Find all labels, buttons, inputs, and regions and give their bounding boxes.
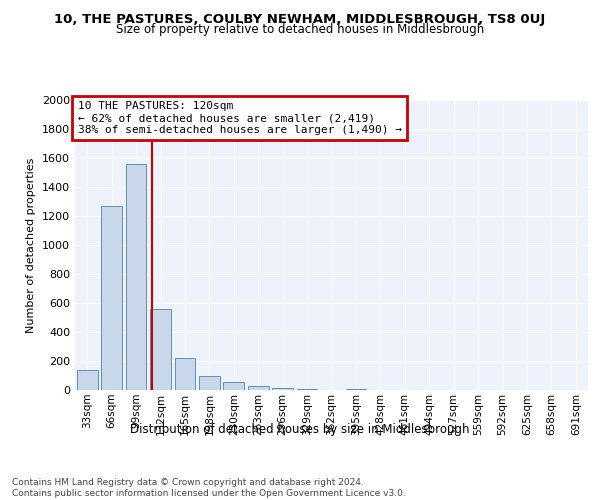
Bar <box>272 388 293 390</box>
Bar <box>346 388 367 390</box>
Bar <box>199 376 220 390</box>
Text: 10 THE PASTURES: 120sqm
← 62% of detached houses are smaller (2,419)
38% of semi: 10 THE PASTURES: 120sqm ← 62% of detache… <box>77 102 401 134</box>
Text: Contains HM Land Registry data © Crown copyright and database right 2024.
Contai: Contains HM Land Registry data © Crown c… <box>12 478 406 498</box>
Bar <box>125 164 146 390</box>
Text: Size of property relative to detached houses in Middlesbrough: Size of property relative to detached ho… <box>116 22 484 36</box>
Y-axis label: Number of detached properties: Number of detached properties <box>26 158 37 332</box>
Bar <box>101 206 122 390</box>
Bar <box>223 382 244 390</box>
Bar <box>150 309 171 390</box>
Bar <box>175 358 196 390</box>
Bar <box>77 370 98 390</box>
Text: 10, THE PASTURES, COULBY NEWHAM, MIDDLESBROUGH, TS8 0UJ: 10, THE PASTURES, COULBY NEWHAM, MIDDLES… <box>55 12 545 26</box>
Bar <box>248 386 269 390</box>
Text: Distribution of detached houses by size in Middlesbrough: Distribution of detached houses by size … <box>130 422 470 436</box>
